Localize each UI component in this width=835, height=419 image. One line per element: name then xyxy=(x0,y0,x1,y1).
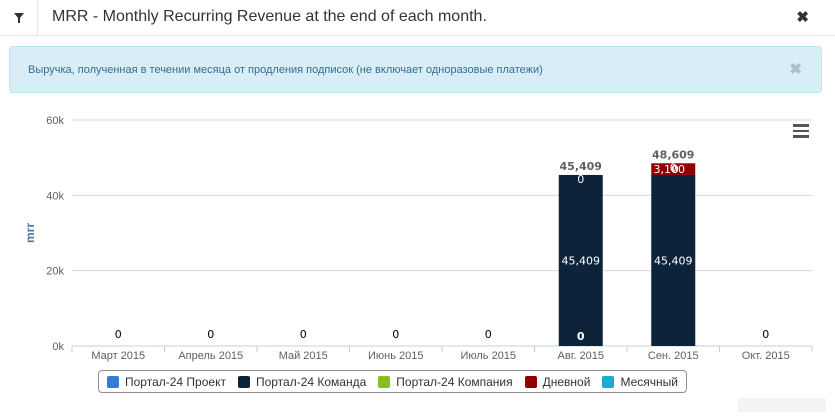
panel-title: MRR - Monthly Recurring Revenue at the e… xyxy=(52,8,487,25)
alert-close-icon[interactable]: ✖ xyxy=(789,61,802,78)
watermark xyxy=(738,398,826,412)
data-label: 0 xyxy=(762,328,769,341)
close-icon[interactable]: ✖ xyxy=(796,9,809,26)
legend-label: Портал-24 Проект xyxy=(125,374,226,389)
legend-label: Портал-24 Команда xyxy=(255,374,367,389)
filter-button[interactable] xyxy=(0,0,38,35)
chart-legend: Портал-24 Проект Портал-24 Команда Портал-… xyxy=(98,370,687,393)
x-tick-label: Окт. 2015 xyxy=(742,350,790,362)
data-label: 0 xyxy=(670,161,677,174)
legend-item[interactable]: Дневной xyxy=(524,374,591,389)
legend-swatch xyxy=(524,375,537,388)
total-label: 45,409 xyxy=(560,160,602,173)
data-label: 0 xyxy=(485,328,492,341)
legend-item[interactable]: Портал-24 Команда xyxy=(237,374,367,389)
data-label: 45,409 xyxy=(562,254,601,267)
alert-text: Выручка, полученная в течении месяца от … xyxy=(28,64,543,76)
x-tick-label: Апрель 2015 xyxy=(178,350,243,362)
y-tick-label: 40k xyxy=(46,190,64,202)
total-label: 48,609 xyxy=(652,148,694,161)
legend-swatch xyxy=(107,375,119,388)
data-label: 0 xyxy=(300,328,307,341)
legend-item[interactable]: Портал-24 Проект xyxy=(107,375,226,389)
legend-label: Месячный xyxy=(620,374,678,389)
bar-портал-24-команда xyxy=(651,174,696,346)
x-tick-label: Июнь 2015 xyxy=(368,350,424,362)
bar-дневной xyxy=(651,163,696,175)
y-tick-label: 0k xyxy=(52,341,64,353)
x-tick-label: Май 2015 xyxy=(279,350,328,362)
data-label: 0 xyxy=(207,328,214,341)
legend-swatch xyxy=(602,375,615,388)
chart: 0k 20k 40k 60k mrr Март 2015 Апрель 2015 Май 20… xyxy=(23,115,813,362)
legend-swatch xyxy=(378,375,391,388)
bar-портал-24-команда xyxy=(558,174,603,346)
x-tick-label: Июль 2015 xyxy=(460,350,516,362)
info-alert: Выручка, полученная в течении месяца от … xyxy=(9,46,822,93)
x-tick-label: Март 2015 xyxy=(91,350,145,362)
legend-item[interactable]: Портал-24 Компания xyxy=(378,374,513,389)
filter-icon xyxy=(13,12,24,23)
chart-menu-icon[interactable] xyxy=(793,124,809,138)
data-label: 0 xyxy=(392,328,399,341)
x-tick-label: Авг. 2015 xyxy=(558,350,604,362)
y-tick-label: 20k xyxy=(46,266,64,278)
y-axis-label: mrr xyxy=(23,223,37,243)
data-label: 0 xyxy=(115,328,122,341)
data-label: 0 xyxy=(577,330,585,343)
x-tick-label: Сен. 2015 xyxy=(648,350,699,362)
panel-header: MRR - Monthly Recurring Revenue at the e… xyxy=(0,0,835,36)
data-label: 0 xyxy=(577,173,584,186)
data-label: 0 xyxy=(672,163,679,176)
legend-item[interactable]: Месячный xyxy=(602,375,678,389)
y-tick-label: 60k xyxy=(46,115,64,127)
legend-swatch xyxy=(237,375,250,388)
legend-label: Портал-24 Компания xyxy=(396,374,513,389)
data-label: 45,409 xyxy=(654,254,693,267)
data-label: 3,100 xyxy=(654,163,686,176)
legend-label: Дневной xyxy=(542,374,591,389)
